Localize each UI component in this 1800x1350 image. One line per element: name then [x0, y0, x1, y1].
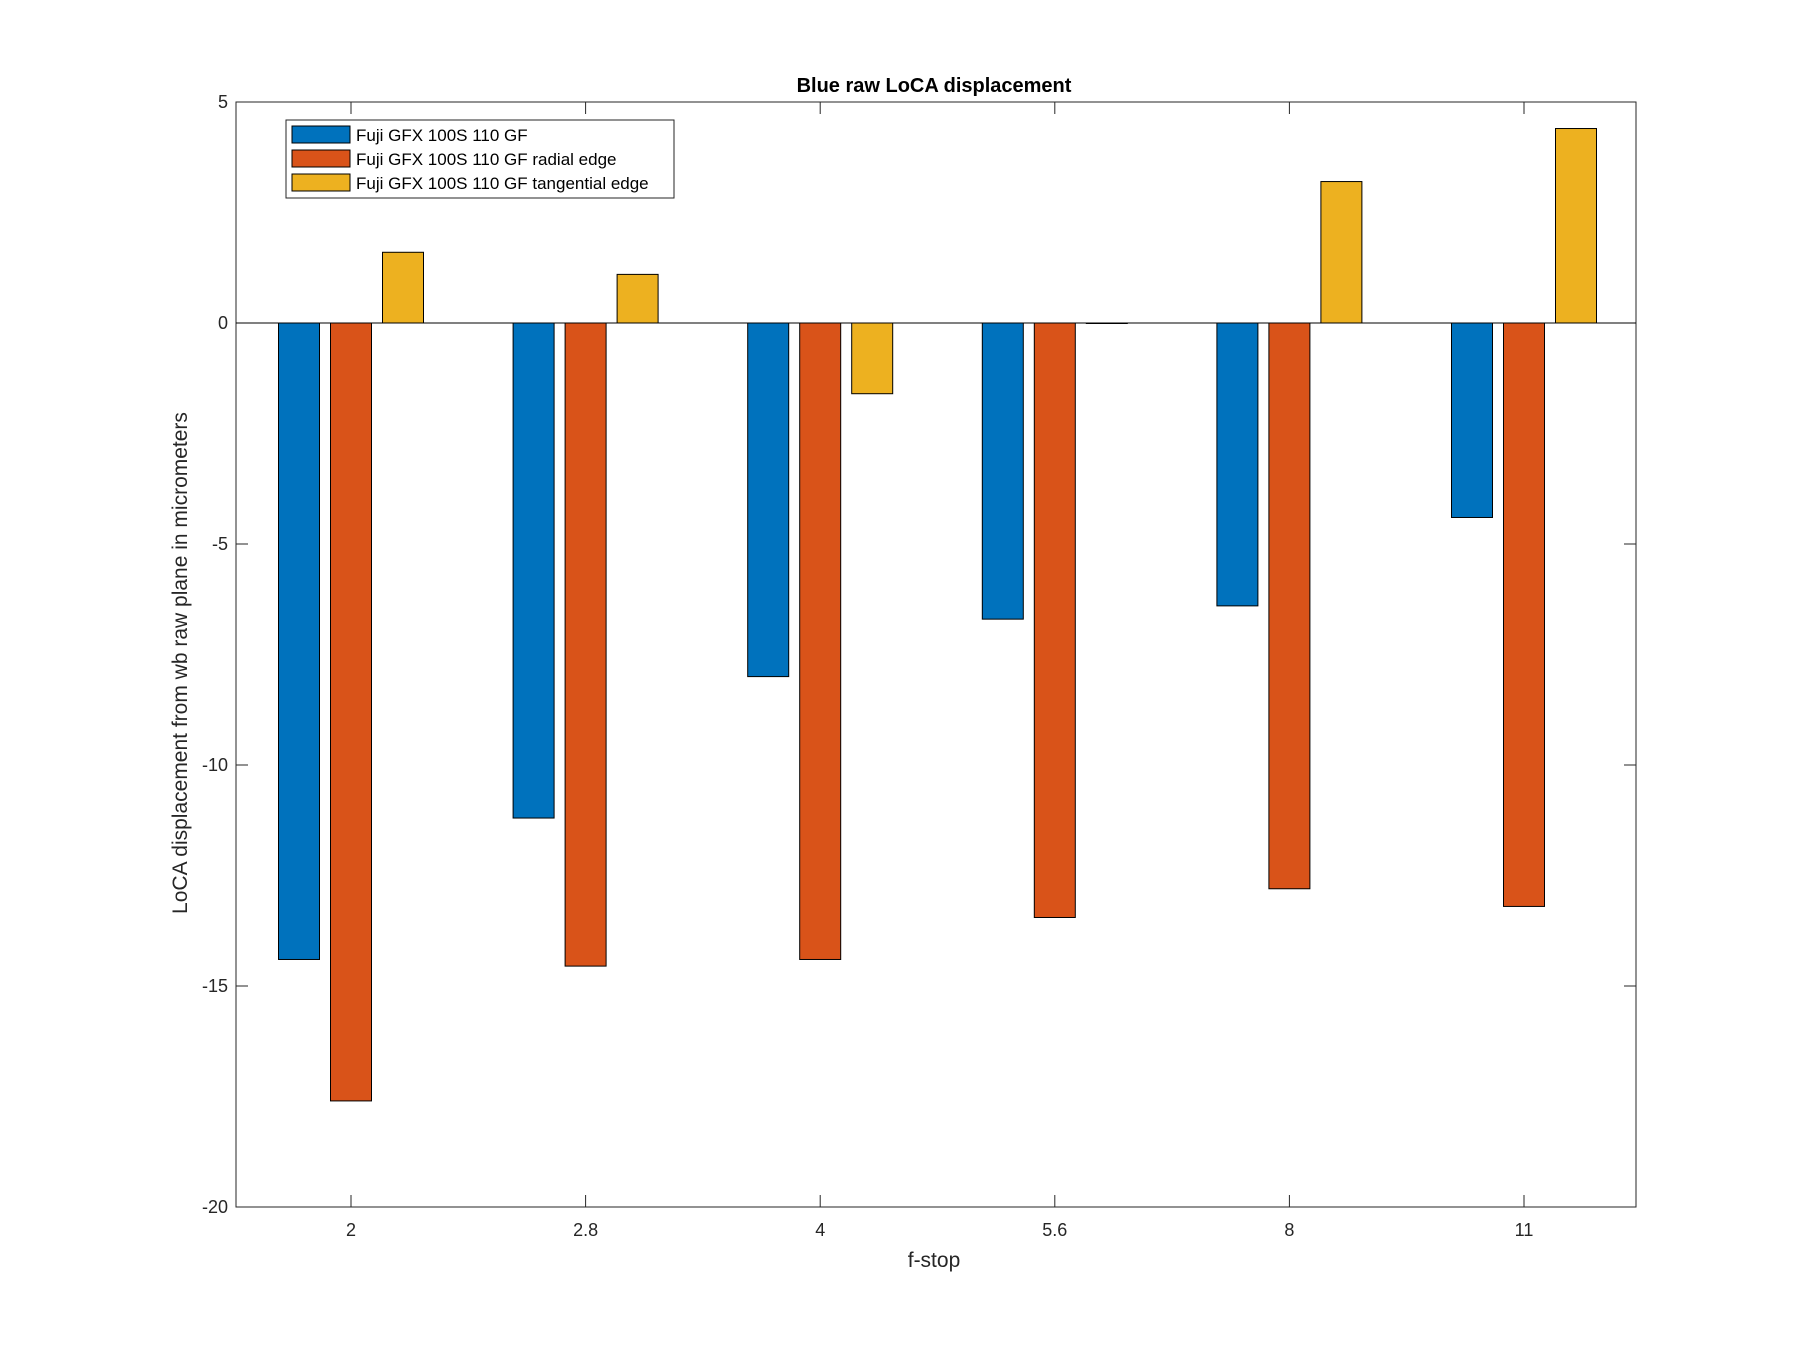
bar	[981, 322, 1024, 620]
bar	[851, 322, 894, 395]
legend-entry: Fuji GFX 100S 110 GF radial edge	[356, 150, 617, 169]
bar	[799, 322, 842, 960]
bar	[278, 322, 320, 960]
chart-title: Blue raw LoCA displacement	[797, 75, 1072, 97]
x-tick-label: 2	[346, 1220, 356, 1240]
axes-box	[235, 101, 1637, 1208]
legend-swatch	[291, 125, 351, 144]
legend-entry: Fuji GFX 100S 110 GF	[356, 126, 528, 145]
x-tick-label: 4	[815, 1220, 825, 1240]
y-tick-label: -10	[202, 755, 228, 775]
y-tick-label: -20	[202, 1197, 228, 1217]
bar	[1033, 322, 1076, 918]
bar	[330, 322, 372, 1102]
bar	[1268, 322, 1311, 890]
y-tick-label: 0	[218, 313, 228, 333]
bar	[747, 322, 790, 678]
bar	[616, 273, 659, 324]
legend-entry: Fuji GFX 100S 110 GF tangential edge	[356, 174, 649, 193]
y-tick-label: -15	[202, 976, 228, 996]
x-axis-label: f-stop	[908, 1249, 961, 1272]
x-tick-label: 5.6	[1042, 1220, 1067, 1240]
bar	[1451, 322, 1493, 518]
x-tick-label: 2.8	[573, 1220, 598, 1240]
y-axis-label: LoCA displacement from wb raw plane in m…	[169, 412, 192, 914]
legend-swatch	[291, 149, 351, 168]
bar	[1216, 322, 1259, 607]
y-tick-label: 5	[218, 92, 228, 112]
legend-box	[285, 119, 675, 199]
x-tick-label: 8	[1284, 1220, 1294, 1240]
x-tick-label: 11	[1515, 1220, 1534, 1240]
y-tick-label: -5	[212, 534, 228, 554]
bar	[1503, 322, 1545, 907]
bar	[512, 322, 555, 819]
bar	[564, 322, 607, 967]
bar	[382, 251, 424, 324]
legend-swatch	[291, 173, 351, 192]
plot-area: 2 2.8 4 5.6 8 11 5 0 -5 -10 -15 -20	[202, 92, 1637, 1240]
legend: Fuji GFX 100S 110 GF Fuji GFX 100S 110 GF…	[285, 119, 675, 199]
bar	[1555, 128, 1597, 324]
bar	[1320, 181, 1363, 324]
